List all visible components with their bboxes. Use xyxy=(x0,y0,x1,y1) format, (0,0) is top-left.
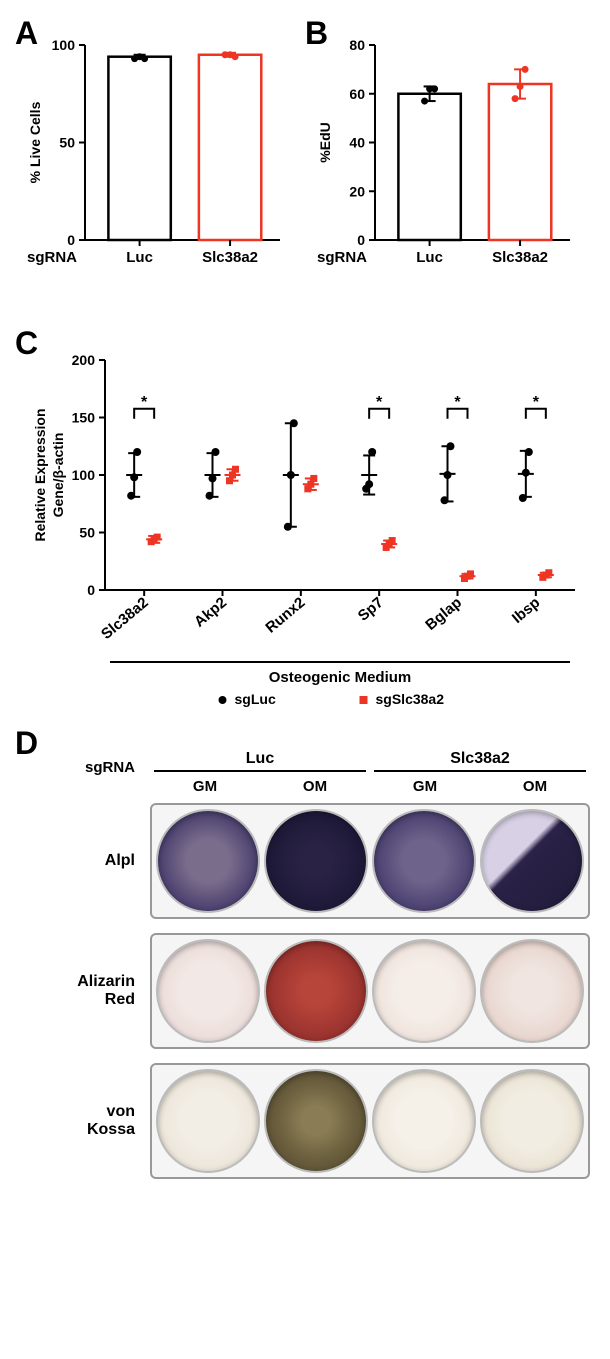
svg-text:Slc38a2: Slc38a2 xyxy=(98,594,152,643)
panel-c-label: C xyxy=(15,325,38,362)
svg-text:200: 200 xyxy=(72,352,96,368)
group-line-luc xyxy=(154,770,366,772)
well-strip xyxy=(150,1063,590,1179)
svg-text:% Live Cells: % Live Cells xyxy=(27,101,43,183)
svg-text:Runx2: Runx2 xyxy=(262,594,308,636)
svg-text:Sp7: Sp7 xyxy=(355,594,387,625)
svg-text:50: 50 xyxy=(79,525,95,541)
well-strip xyxy=(150,803,590,919)
panel-c: C 050100150200Relative ExpressionGene/β-… xyxy=(20,330,590,730)
svg-text:Akp2: Akp2 xyxy=(191,594,230,631)
svg-text:100: 100 xyxy=(72,467,96,483)
svg-text:%EdU: %EdU xyxy=(317,122,333,162)
panel-d-label: D xyxy=(15,725,38,762)
chart-a: 0 50 100 % Live Cells Luc Slc38a2 sgRNA xyxy=(20,20,290,300)
svg-text:*: * xyxy=(141,394,148,411)
svg-text:150: 150 xyxy=(72,410,96,426)
well xyxy=(480,809,584,913)
group-slc: Slc38a2 xyxy=(370,750,590,768)
well xyxy=(264,1069,368,1173)
well xyxy=(480,939,584,1043)
panel-row-ab: A 050100% Live CellsLucSlc38a2sgRNA B 02… xyxy=(20,20,590,300)
stain-row: Alpl xyxy=(20,803,590,919)
well xyxy=(372,939,476,1043)
svg-text:sgSlc38a2: sgSlc38a2 xyxy=(376,691,445,707)
stain-label: Alpl xyxy=(20,852,150,870)
chart-c: 0 50 100 150 200 Relative ExpressionGene/β-ac… xyxy=(20,330,590,730)
svg-text:*: * xyxy=(376,394,383,411)
svg-text:100: 100 xyxy=(52,37,76,53)
svg-text:*: * xyxy=(454,394,461,411)
well xyxy=(156,809,260,913)
sgrna-prefix-d: sgRNA xyxy=(20,759,150,776)
panel-b-label: B xyxy=(305,15,328,52)
chart-b: 0 20 40 60 80 %EdU Luc Slc38a2 sgRNA xyxy=(310,20,580,300)
well xyxy=(156,939,260,1043)
cond-3: OM xyxy=(480,778,590,795)
svg-text:20: 20 xyxy=(349,183,365,199)
well xyxy=(372,1069,476,1173)
svg-text:Osteogenic Medium: Osteogenic Medium xyxy=(269,669,412,686)
svg-text:Gene/β-actin: Gene/β-actin xyxy=(50,433,66,518)
svg-text:Luc: Luc xyxy=(126,249,153,266)
svg-text:60: 60 xyxy=(349,86,365,102)
svg-text:0: 0 xyxy=(357,232,365,248)
well xyxy=(156,1069,260,1173)
well xyxy=(372,809,476,913)
svg-text:*: * xyxy=(533,394,540,411)
panel-a-label: A xyxy=(15,15,38,52)
svg-text:Relative Expression: Relative Expression xyxy=(32,408,48,541)
group-luc: Luc xyxy=(150,750,370,768)
well xyxy=(264,939,368,1043)
stain-row: vonKossa xyxy=(20,1063,590,1179)
svg-text:0: 0 xyxy=(87,582,95,598)
stain-label: vonKossa xyxy=(20,1103,150,1138)
svg-text:Ibsp: Ibsp xyxy=(509,594,544,627)
svg-text:0: 0 xyxy=(67,232,75,248)
group-line-slc xyxy=(374,770,586,772)
panel-a: A 050100% Live CellsLucSlc38a2sgRNA xyxy=(20,20,290,300)
svg-text:Bglap: Bglap xyxy=(422,594,465,634)
svg-text:sgLuc: sgLuc xyxy=(235,691,276,707)
svg-text:80: 80 xyxy=(349,37,365,53)
svg-text:50: 50 xyxy=(59,135,75,151)
svg-text:sgRNA: sgRNA xyxy=(27,249,77,266)
well xyxy=(480,1069,584,1173)
svg-text:Slc38a2: Slc38a2 xyxy=(202,249,258,266)
stain-row: AlizarinRed xyxy=(20,933,590,1049)
svg-text:sgRNA: sgRNA xyxy=(317,249,367,266)
cond-1: OM xyxy=(260,778,370,795)
panel-d: D sgRNA Luc Slc38a2 GM OM GM OM AlplAliz… xyxy=(20,750,590,1179)
cond-0: GM xyxy=(150,778,260,795)
stain-label: AlizarinRed xyxy=(20,973,150,1008)
cond-2: GM xyxy=(370,778,480,795)
well xyxy=(264,809,368,913)
well-strip xyxy=(150,933,590,1049)
svg-text:40: 40 xyxy=(349,135,365,151)
svg-text:Luc: Luc xyxy=(416,249,443,266)
panel-b: B 020406080%EdULucSlc38a2sgRNA xyxy=(310,20,580,300)
svg-text:Slc38a2: Slc38a2 xyxy=(492,249,548,266)
